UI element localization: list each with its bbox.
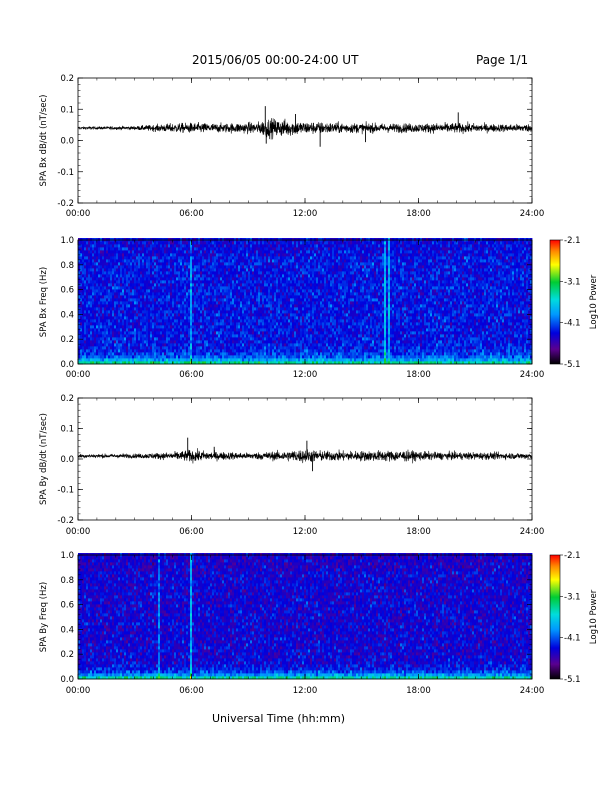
plot-frame [78,78,532,203]
y-tick-label: 0.1 [60,105,74,115]
x-tick-label: 00:00 [66,209,91,219]
panel-1: -0.2 -0.1 0.0 0.1 0.2 00:00 06:00 12:00 18:00 24:… [39,74,544,219]
y-axis-label: SPA Bx dB/dt (nT/sec) [39,95,49,187]
y-tick-label: -0.2 [57,199,74,209]
spectrogram-cells [78,238,532,364]
x-tick-label: 24:00 [520,209,545,219]
y-tick-label: 0.0 [60,137,74,147]
trace-line [78,118,532,139]
y-tick-label: -0.1 [57,168,74,178]
x-tick-label: 12:00 [293,209,318,219]
y-tick-label: 0.2 [60,74,74,84]
x-tick-label: 06:00 [179,209,204,219]
x-tick-label: 18:00 [406,209,431,219]
